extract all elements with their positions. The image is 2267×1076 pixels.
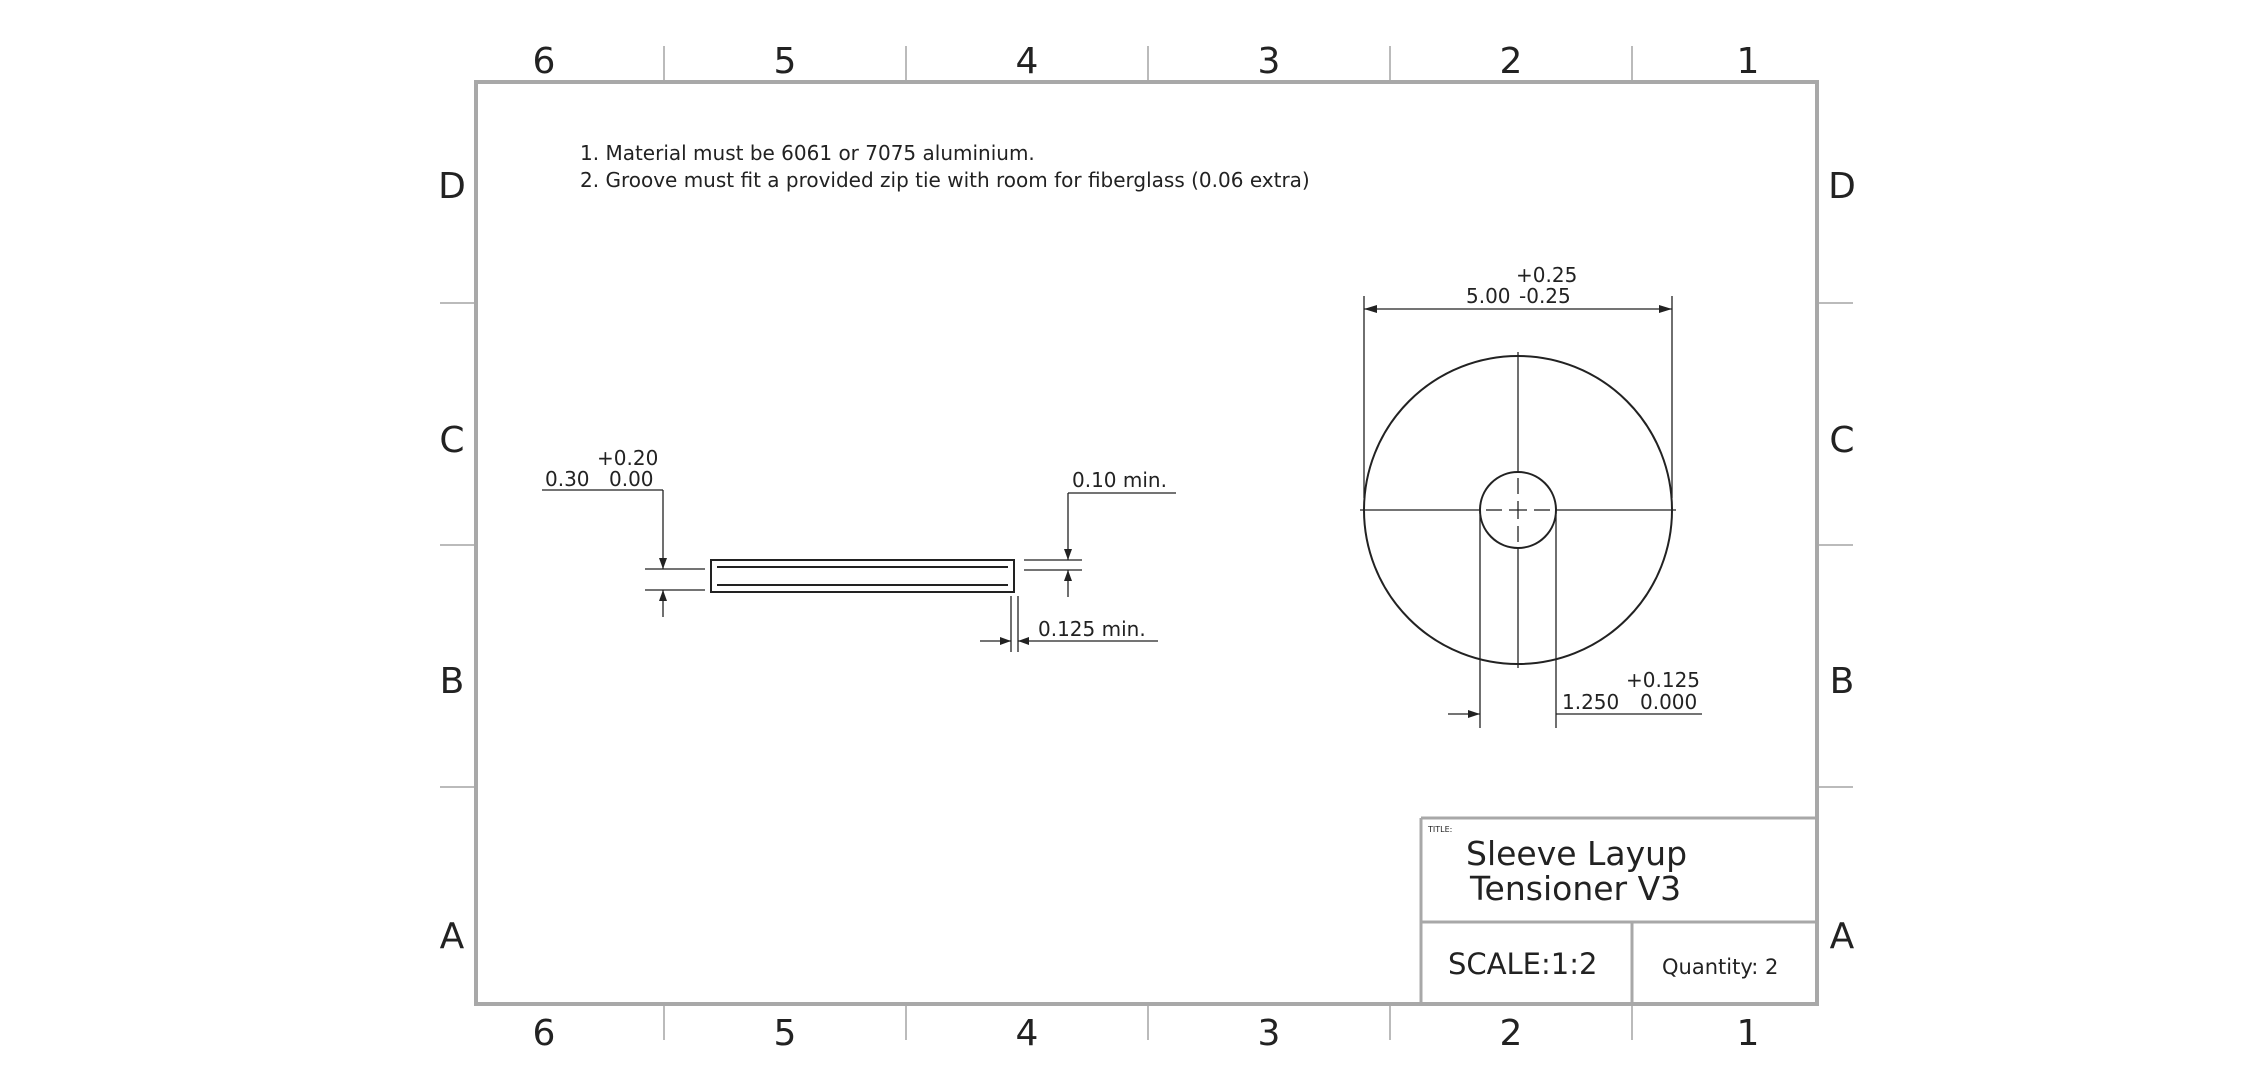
drawing-title-line2: Tensioner V3 [1469, 869, 1681, 908]
thickness-nominal: 0.30 [545, 467, 590, 491]
col-label-bottom-3: 3 [1258, 1013, 1281, 1054]
col-label-top-3: 3 [1258, 41, 1281, 82]
thickness-tol-upper: +0.20 [597, 446, 658, 470]
title-block [1419, 816, 1817, 1004]
row-label-right-a: A [1830, 916, 1855, 957]
bore-tol-upper: +0.125 [1626, 668, 1700, 692]
side-view-profile [710, 559, 1015, 593]
row-label-right-c: C [1829, 420, 1854, 461]
bore-tol-lower: 0.000 [1640, 690, 1697, 714]
bore-nominal: 1.250 [1562, 690, 1619, 714]
col-label-bottom-1: 1 [1737, 1013, 1760, 1054]
col-label-bottom-4: 4 [1016, 1013, 1039, 1054]
diameter-tol-lower: -0.25 [1519, 284, 1571, 308]
title-label: TITLE: [1427, 825, 1452, 834]
row-label-right-d: D [1828, 166, 1856, 207]
groove-width-dim: 0.125 min. [1038, 617, 1146, 641]
zone-ticks [440, 46, 1853, 1040]
col-label-bottom-2: 2 [1500, 1013, 1523, 1054]
thickness-tol-lower: 0.00 [609, 467, 654, 491]
col-label-bottom-6: 6 [533, 1013, 556, 1054]
row-label-left-b: B [440, 661, 465, 702]
note-groove: 2. Groove must fit a provided zip tie wi… [580, 168, 1310, 192]
col-label-top-2: 2 [1500, 41, 1523, 82]
row-label-left-a: A [440, 916, 465, 957]
diameter-tol-upper: +0.25 [1516, 263, 1577, 287]
drawing-title-line1: Sleeve Layup [1466, 834, 1687, 873]
front-view [1360, 296, 1702, 728]
diameter-nominal: 5.00 [1466, 284, 1511, 308]
col-label-top-4: 4 [1016, 41, 1039, 82]
col-label-top-5: 5 [774, 41, 797, 82]
row-label-right-b: B [1830, 661, 1855, 702]
scale-text: SCALE:1:2 [1448, 947, 1597, 981]
row-label-left-c: C [439, 420, 464, 461]
drawing-border [474, 80, 1819, 1006]
quantity-text: Quantity: 2 [1662, 955, 1778, 979]
groove-depth-dim: 0.10 min. [1072, 468, 1167, 492]
col-label-top-6: 6 [533, 41, 556, 82]
note-material: 1. Material must be 6061 or 7075 alumini… [580, 141, 1035, 165]
row-label-left-d: D [438, 166, 466, 207]
col-label-top-1: 1 [1737, 41, 1760, 82]
col-label-bottom-5: 5 [774, 1013, 797, 1054]
side-view [542, 489, 1176, 652]
